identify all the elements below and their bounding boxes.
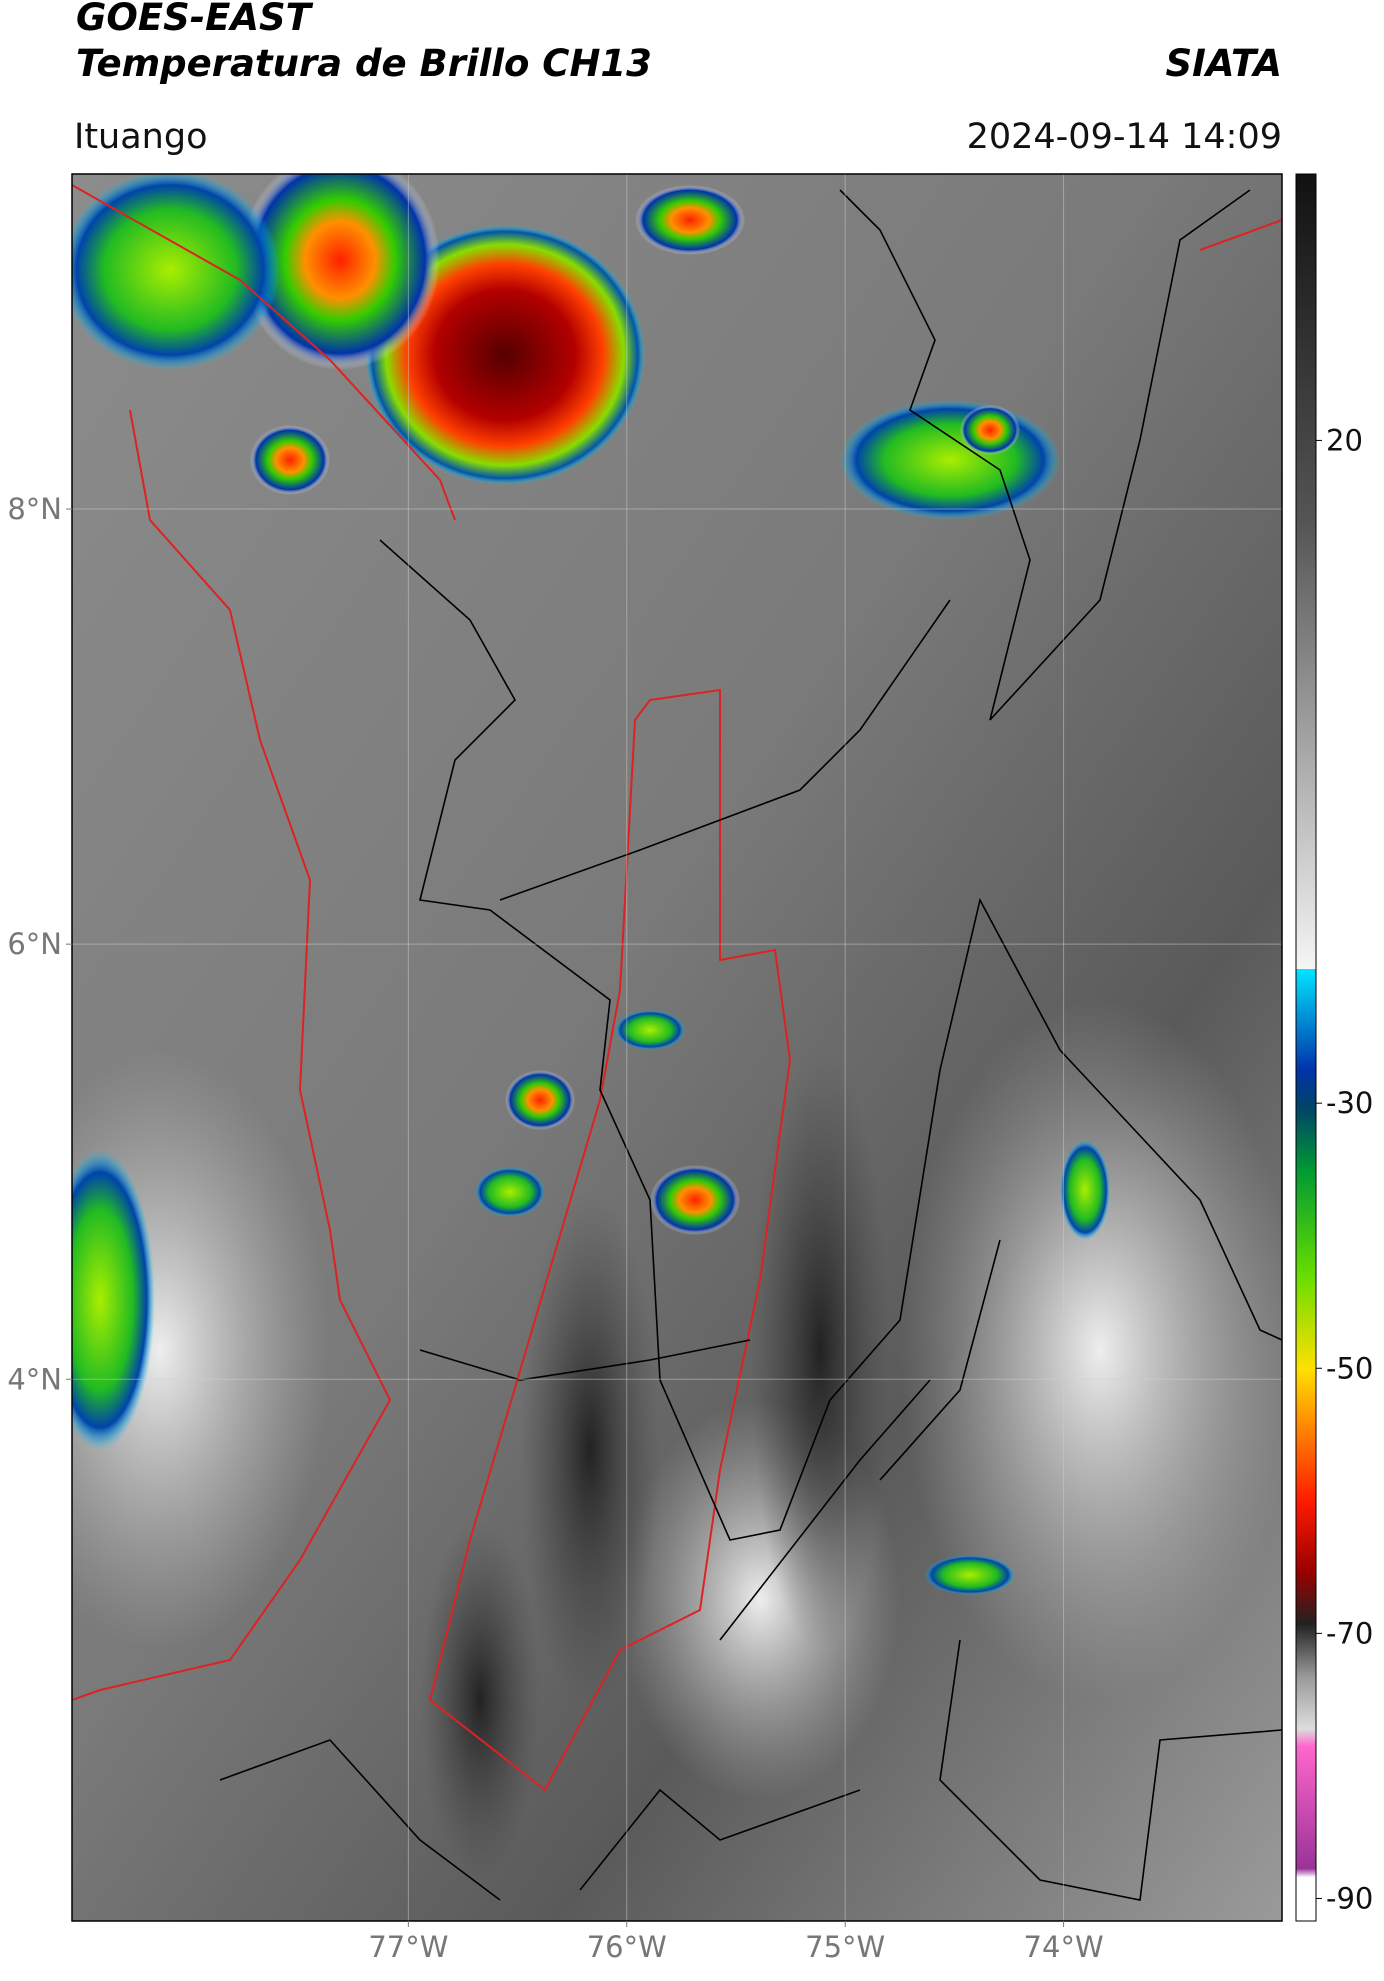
colorbar-tick-label: 20 — [1326, 423, 1363, 457]
satellite-map — [72, 174, 1282, 1921]
y-tick-label: 8°N — [7, 492, 62, 526]
x-tick-label: 75°W — [805, 1930, 885, 1964]
colorbar-tick-label: -70 — [1326, 1616, 1373, 1650]
colorbar-tick-label: -90 — [1326, 1881, 1373, 1915]
y-tick-label: 4°N — [7, 1362, 62, 1396]
source: SIATA — [1165, 42, 1282, 85]
x-tick-label: 77°W — [368, 1930, 448, 1964]
colorbar-tick-label: -50 — [1326, 1351, 1373, 1385]
timestamp: 2024-09-14 14:09 — [967, 117, 1282, 157]
location: Ituango — [74, 117, 208, 157]
graticule — [72, 174, 1282, 1921]
colorbar — [1295, 173, 1317, 1922]
x-tick-label: 76°W — [587, 1930, 667, 1964]
y-tick-label: 6°N — [7, 927, 62, 961]
subtitle: Temperatura de Brillo CH13 — [76, 42, 652, 85]
colorbar-tick-label: -30 — [1326, 1086, 1373, 1120]
title: GOES-EAST — [76, 0, 314, 39]
map-frame — [71, 173, 1283, 1922]
x-tick-label: 74°W — [1024, 1930, 1104, 1964]
